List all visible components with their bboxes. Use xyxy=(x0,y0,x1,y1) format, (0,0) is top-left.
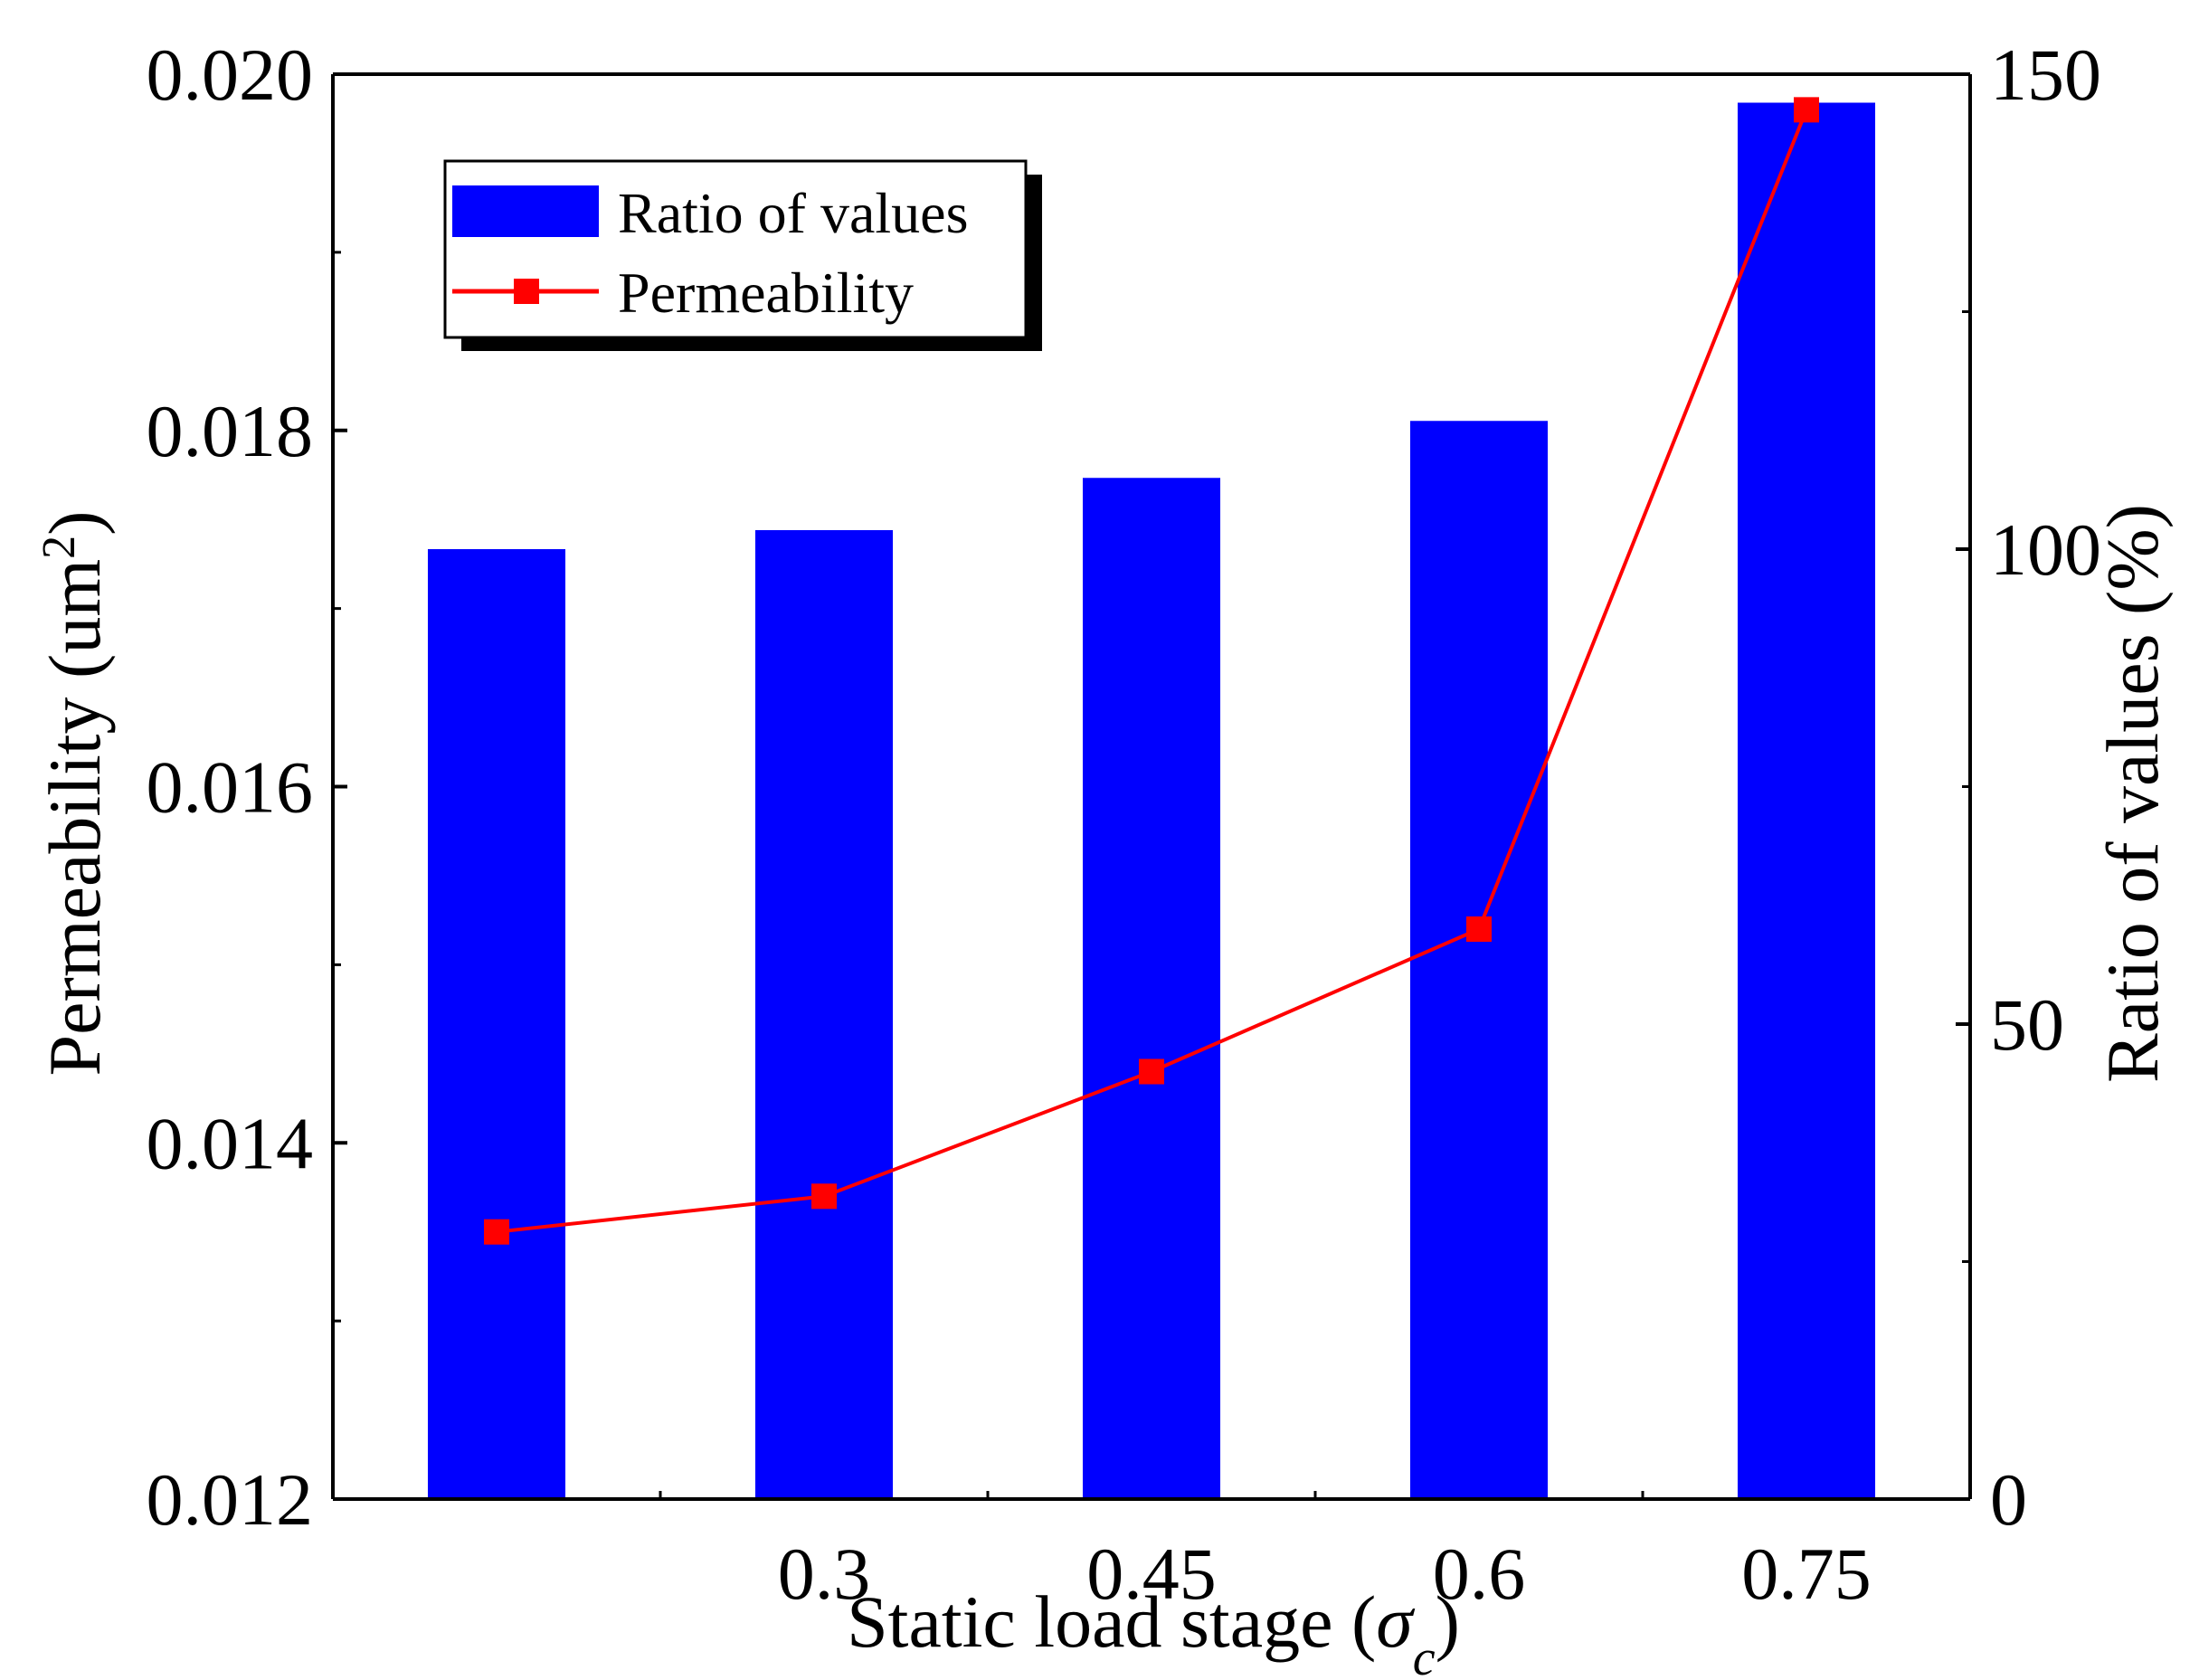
x-tick-label: 0.75 xyxy=(1741,1533,1872,1615)
y-left-tick-label: 0.018 xyxy=(147,390,314,472)
legend-label-line: Permeability xyxy=(618,261,914,325)
y-right-axis-title: Ratio of values (%) xyxy=(2091,504,2174,1083)
y-left-tick-label: 0.012 xyxy=(147,1458,314,1541)
x-axis-title: Static load stage (σc) xyxy=(847,1580,1460,1675)
line-point xyxy=(1466,916,1492,942)
line-point xyxy=(484,1219,509,1245)
line-point xyxy=(1794,97,1819,123)
x-tick-label: 0.45 xyxy=(1086,1533,1217,1615)
legend-bar-swatch xyxy=(452,185,599,237)
bar xyxy=(1409,421,1549,1499)
bar xyxy=(427,549,566,1499)
y-left-tick-label: 0.014 xyxy=(147,1102,314,1184)
x-tick-label: 0.6 xyxy=(1433,1533,1526,1615)
x-tick-label: 0.3 xyxy=(778,1533,871,1615)
y-left-tick-label: 0.020 xyxy=(147,33,314,116)
y-right-tick-label: 150 xyxy=(1990,33,2101,116)
y-left-axis-title: Permeability (um2) xyxy=(33,511,117,1077)
legend: Ratio of values Permeability xyxy=(443,159,1042,351)
y-right-tick-label: 100 xyxy=(1990,508,2101,591)
line-point xyxy=(1139,1058,1164,1085)
bar xyxy=(754,530,894,1499)
y-right-tick-label: 50 xyxy=(1990,983,2064,1066)
legend-marker-swatch xyxy=(514,279,539,304)
bar xyxy=(1737,102,1876,1499)
y-left-tick-label: 0.016 xyxy=(147,746,314,829)
bar xyxy=(1082,478,1221,1499)
line-point xyxy=(811,1183,837,1210)
y-right-tick-label: 0 xyxy=(1990,1458,2027,1541)
legend-label-bar: Ratio of values xyxy=(618,181,968,245)
